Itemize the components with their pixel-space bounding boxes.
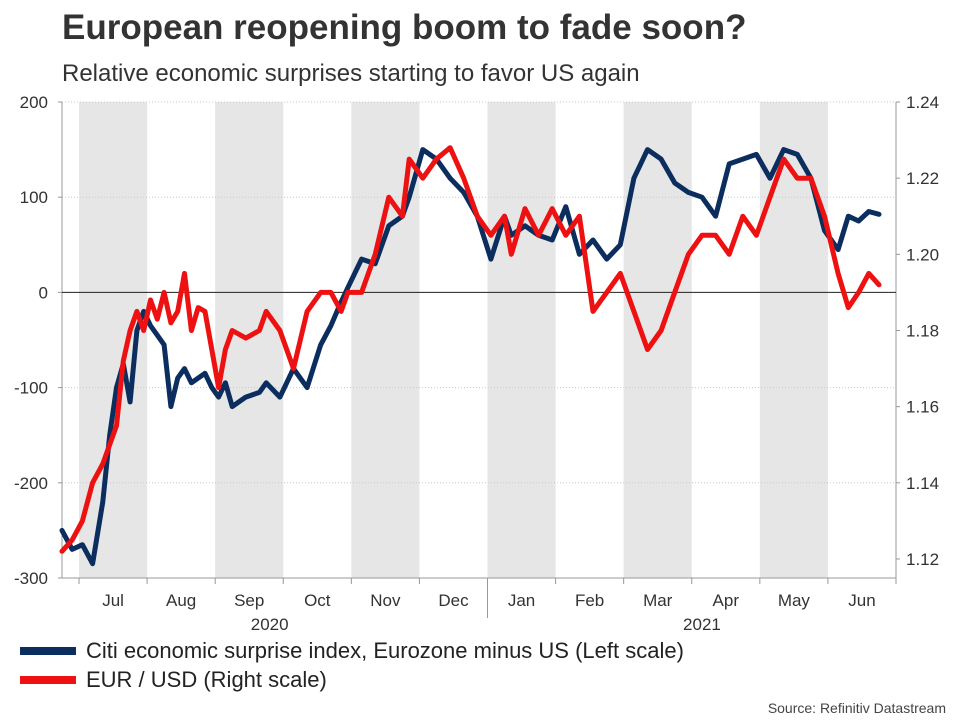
month-label: Sep [234, 591, 264, 610]
month-label: Oct [304, 591, 331, 610]
right-tick-label: 1.14 [906, 474, 939, 493]
right-tick-label: 1.20 [906, 245, 939, 264]
series-lines [59, 145, 882, 567]
source-note: Source: Refinitiv Datastream [767, 700, 946, 716]
month-band [759, 102, 828, 578]
month-band [215, 102, 284, 578]
right-tick-label: 1.16 [906, 398, 939, 417]
left-tick-label: 200 [20, 93, 48, 112]
month-band [487, 102, 556, 578]
legend-label-citi: Citi economic surprise index, Eurozone m… [86, 637, 684, 663]
legend-swatch-eurusd [20, 675, 76, 684]
month-label: May [778, 591, 811, 610]
month-bands [79, 102, 828, 578]
legend-item-eurusd: EUR / USD (Right scale) [20, 665, 684, 694]
month-label: Feb [575, 591, 604, 610]
legend: Citi economic surprise index, Eurozone m… [20, 636, 684, 694]
left-tick-label: 0 [39, 283, 48, 302]
legend-label-eurusd: EUR / USD (Right scale) [86, 666, 327, 692]
legend-item-citi: Citi economic surprise index, Eurozone m… [20, 636, 684, 665]
month-label: Nov [370, 591, 401, 610]
legend-swatch-citi [20, 646, 76, 655]
month-label: Apr [713, 591, 740, 610]
tick-labels: -300 -200 -100 0 100 200 1.12 1.14 1.16 1.18 1.20 1… [14, 93, 939, 634]
right-tick-label: 1.22 [906, 169, 939, 188]
left-tick-label: 100 [20, 188, 48, 207]
year-label: 2021 [683, 615, 721, 634]
chart-subtitle: Relative economic surprises starting to … [62, 60, 640, 87]
left-tick-label: -200 [14, 474, 48, 493]
month-label: Jun [848, 591, 875, 610]
axes [61, 102, 897, 579]
right-tick-label: 1.18 [906, 321, 939, 340]
month-label: Dec [438, 591, 469, 610]
right-tick-label: 1.24 [906, 93, 939, 112]
month-label: Jul [102, 591, 124, 610]
left-tick-label: -100 [14, 379, 48, 398]
right-tick-label: 1.12 [906, 550, 939, 569]
month-label: Aug [166, 591, 196, 610]
left-tick-label: -300 [14, 569, 48, 588]
year-label: 2020 [251, 615, 289, 634]
month-label: Jan [508, 591, 535, 610]
month-label: Mar [643, 591, 673, 610]
chart-title: European reopening boom to fade soon? [62, 8, 747, 47]
series-line-eurusd [59, 145, 882, 554]
series-line-citi [59, 147, 882, 567]
